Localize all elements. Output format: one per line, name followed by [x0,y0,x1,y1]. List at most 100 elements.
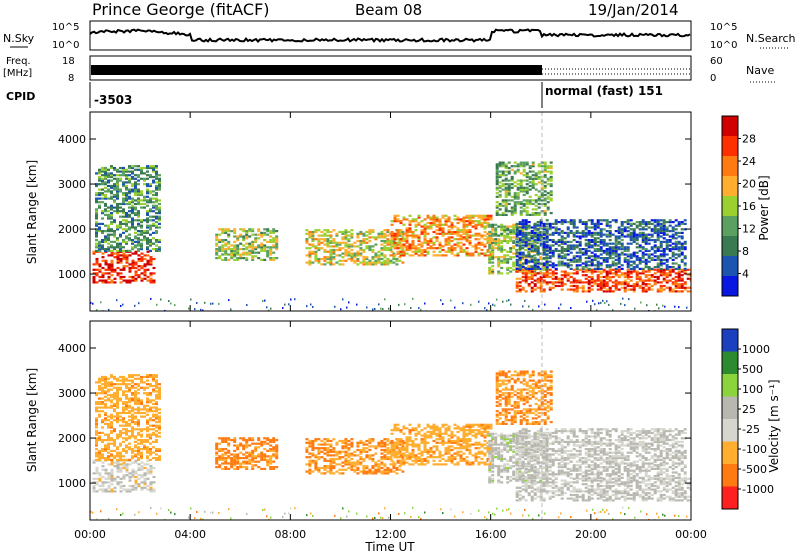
power-echo-cell [509,247,513,250]
power-noise-cell [570,307,572,309]
power-echo-cell [399,220,403,223]
power-echo-cell [488,257,492,261]
velocity-echo-cell [125,395,128,398]
power-echo-cell [480,223,484,226]
power-echo-cell [347,247,351,250]
power-echo-cell [155,240,158,243]
power-echo-cell [119,275,123,279]
power-echo-cell [423,227,427,230]
velocity-echo-cell [134,437,137,440]
power-echo-cell [233,255,237,258]
power-noise-cell [508,299,510,302]
power-echo-cell [95,246,98,249]
power-echo-cell [674,257,678,260]
power-echo-cell [269,249,273,252]
velocity-echo-cell [272,440,276,443]
power-echo-cell [149,183,152,186]
velocity-echo-cell [221,448,225,451]
velocity-echo-cell [140,442,143,445]
power-echo-cell [362,238,366,241]
power-echo-cell [417,243,421,246]
velocity-echo-cell [131,415,134,418]
power-echo-cell [686,290,690,293]
power-echo-cell [656,222,660,225]
power-echo-cell [650,228,654,231]
velocity-echo-cell [134,481,138,484]
power-echo-cell [533,272,537,275]
power-echo-cell [486,238,490,241]
velocity-echo-cell [95,393,98,397]
power-echo-cell [680,290,684,293]
power-echo-cell [530,255,534,258]
power-noise-cell [454,306,456,309]
velocity-echo-cell [116,481,120,484]
velocity-echo-cell [104,399,107,402]
power-echo-cell [557,281,561,284]
power-echo-cell [665,246,669,249]
power-echo-cell [533,235,537,238]
power-echo-cell [689,279,691,282]
power-echo-cell [608,224,612,227]
power-echo-cell [533,228,537,231]
power-echo-cell [608,226,612,229]
velocity-echo-cell [275,444,279,447]
power-echo-cell [236,235,240,238]
velocity-echo-cell [110,399,113,402]
power-echo-cell [533,226,537,229]
power-noise-cell [486,309,488,311]
power-echo-cell [152,222,155,225]
power-echo-cell [560,246,564,249]
power-echo-cell [143,254,147,257]
velocity-echo-cell [314,447,318,450]
velocity-echo-cell [104,446,107,449]
power-echo-cell [438,232,442,235]
power-echo-cell [146,219,149,222]
power-echo-cell [518,270,522,273]
power-echo-cell [521,270,525,273]
power-echo-cell [504,199,508,202]
power-echo-cell [101,210,104,213]
power-echo-cell [551,255,555,258]
velocity-echo-cell [146,392,149,395]
velocity-echo-cell [326,466,330,470]
power-echo-cell [650,233,654,236]
velocity-echo-cell [119,424,122,427]
power-echo-cell [474,243,478,246]
power-echo-cell [638,249,642,252]
power-echo-cell [530,242,534,245]
power-echo-cell [107,226,110,229]
power-echo-cell [641,240,645,243]
velocity-echo-cell [140,475,144,479]
power-echo-cell [545,225,549,228]
power-echo-cell [521,229,525,232]
power-echo-cell [477,247,481,250]
power-echo-cell [116,246,119,249]
power-echo-cell [417,254,421,257]
power-echo-cell [572,246,576,249]
power-echo-cell [549,190,553,193]
power-echo-cell [578,279,582,282]
power-echo-cell [488,225,492,228]
velocity-echo-cell [308,468,312,471]
power-echo-cell [540,192,544,195]
power-echo-cell [371,245,375,248]
power-echo-cell [260,249,264,252]
power-echo-cell [662,253,666,256]
velocity-echo-cell [122,466,126,470]
power-noise-cell [388,307,390,310]
power-echo-cell [405,234,409,237]
power-echo-cell [536,233,540,236]
velocity-echo-cell [152,375,155,379]
power-echo-cell [677,275,681,279]
power-echo-cell [110,240,113,243]
power-echo-cell [272,240,276,243]
power-echo-cell [512,232,516,235]
power-echo-cell [641,251,645,254]
power-echo-cell [116,244,119,247]
power-echo-cell [408,214,412,217]
velocity-echo-cell [119,388,122,391]
power-echo-cell [417,214,421,217]
velocity-echo-cell [152,451,155,454]
power-echo-cell [408,227,412,230]
power-echo-cell [638,277,642,280]
